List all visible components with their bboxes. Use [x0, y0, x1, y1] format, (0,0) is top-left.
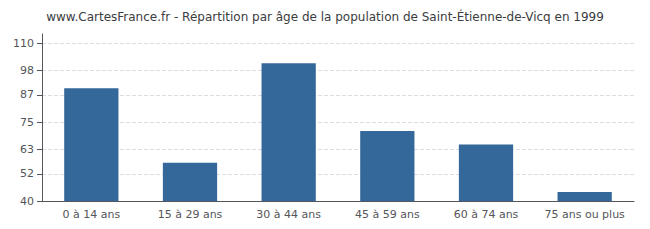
svg-text:110: 110 [13, 37, 34, 50]
svg-text:87: 87 [20, 88, 34, 101]
svg-text:45 à 59 ans: 45 à 59 ans [355, 208, 420, 221]
svg-text:63: 63 [20, 143, 34, 156]
svg-text:15 à 29 ans: 15 à 29 ans [158, 208, 223, 221]
svg-text:52: 52 [20, 167, 34, 180]
svg-text:0 à 14 ans: 0 à 14 ans [62, 208, 120, 221]
svg-text:75: 75 [20, 116, 34, 129]
svg-text:www.CartesFrance.fr - Répartit: www.CartesFrance.fr - Répartition par âg… [46, 9, 604, 24]
svg-text:98: 98 [20, 64, 34, 77]
svg-text:60 à 74 ans: 60 à 74 ans [454, 208, 519, 221]
svg-text:75 ans ou plus: 75 ans ou plus [544, 208, 625, 221]
svg-text:40: 40 [20, 195, 34, 208]
svg-text:30 à 44 ans: 30 à 44 ans [256, 208, 321, 221]
